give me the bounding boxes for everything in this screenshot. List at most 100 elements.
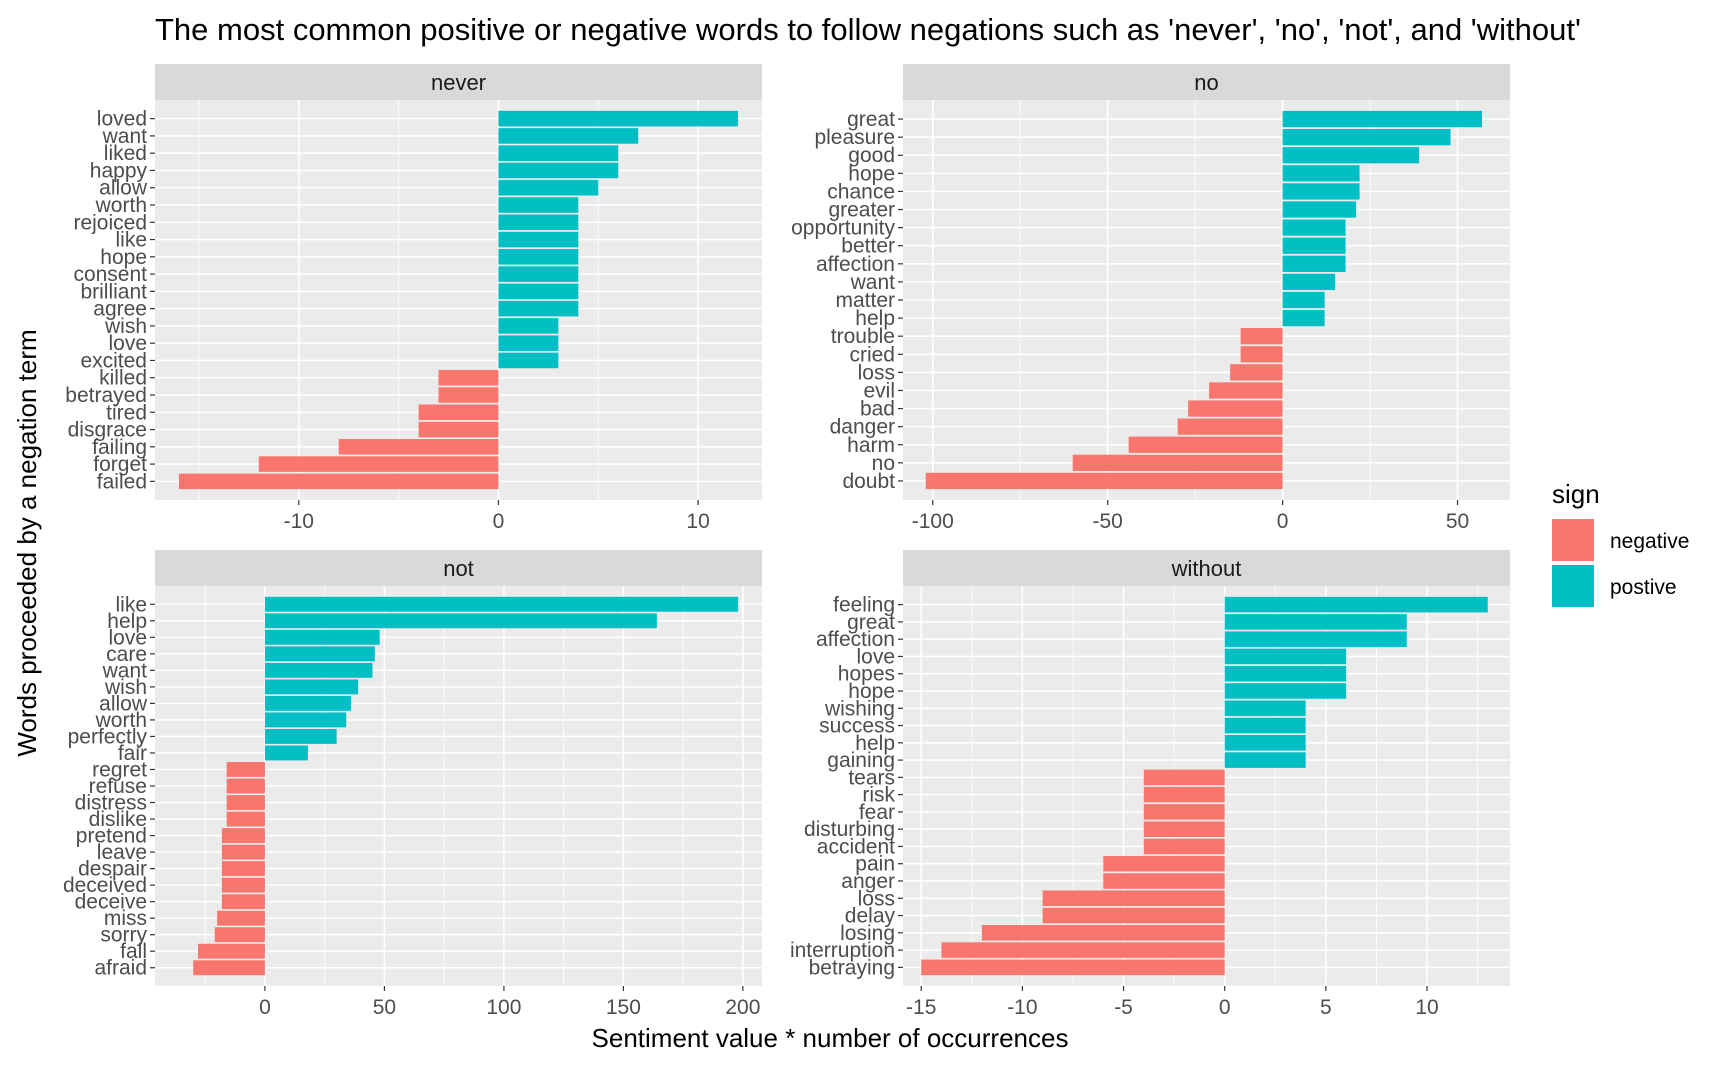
- bar-allow: [498, 179, 599, 196]
- x-tick-label: 10: [1415, 996, 1438, 1019]
- bar-afraid: [193, 960, 265, 976]
- category-label: losing: [840, 922, 895, 945]
- bar-worth: [498, 197, 579, 213]
- bar-cried: [1240, 346, 1283, 363]
- bar-happy: [498, 162, 619, 179]
- bar-accident: [1143, 838, 1225, 855]
- category-label: excited: [80, 349, 147, 372]
- facet-strip: [155, 64, 762, 100]
- category-label: help: [107, 610, 147, 633]
- bar-pain: [1103, 855, 1225, 872]
- bar-affection: [1224, 631, 1407, 647]
- bar-loss: [1042, 890, 1225, 907]
- category-label: no: [872, 452, 895, 475]
- bar-disgrace: [418, 421, 499, 438]
- category-label: cried: [849, 343, 895, 366]
- bar-allow: [264, 695, 351, 711]
- category-label: loss: [858, 361, 895, 384]
- category-label: affection: [816, 253, 895, 276]
- category-label: love: [108, 332, 147, 355]
- legend: sign negative postive: [1552, 479, 1689, 607]
- bar-interruption: [941, 942, 1225, 958]
- bar-agree: [498, 300, 579, 317]
- bar-like: [498, 231, 579, 248]
- category-label: rejoiced: [73, 211, 147, 234]
- bar-failed: [178, 473, 499, 490]
- legend-key-positive: [1552, 565, 1594, 607]
- facet-not: not likehelplovecarewantwishallowworthper…: [63, 550, 762, 1019]
- category-label: good: [848, 144, 895, 167]
- bar-evil: [1209, 382, 1283, 399]
- category-label: gaining: [827, 749, 895, 772]
- bar-liked: [498, 145, 619, 161]
- facet-no: no greatpleasuregoodhopechancegreateroppo…: [791, 64, 1510, 533]
- bar-trouble: [1240, 328, 1283, 345]
- x-tick-label: 0: [1219, 996, 1231, 1019]
- bar-wishing: [1224, 700, 1306, 717]
- legend-key-negative: [1552, 519, 1594, 561]
- category-label: failing: [92, 436, 147, 459]
- category-label: fear: [859, 801, 895, 824]
- bar-matter: [1282, 291, 1325, 309]
- category-label: want: [102, 125, 148, 148]
- bar-forget: [258, 456, 499, 472]
- chart-title: The most common positive or negative wor…: [155, 12, 1581, 47]
- category-label: hope: [848, 162, 895, 185]
- facet-strip: [155, 550, 762, 586]
- category-label: anger: [841, 870, 895, 893]
- category-label: betraying: [809, 956, 895, 979]
- category-label: opportunity: [791, 217, 895, 240]
- category-label: hopes: [838, 663, 895, 686]
- facet-strip: [903, 64, 1510, 100]
- bar-delay: [1042, 907, 1225, 924]
- category-label: distress: [75, 792, 147, 815]
- y-axis-title: Words proceeded by a negation term: [12, 329, 42, 756]
- bar-excited: [498, 352, 559, 369]
- x-tick-label: 5: [1320, 996, 1332, 1019]
- bar-great: [1224, 614, 1407, 630]
- bar-better: [1282, 237, 1346, 254]
- bar-hopes: [1224, 665, 1347, 682]
- bar-wish: [264, 679, 359, 695]
- category-label: bad: [860, 398, 895, 421]
- bar-fall: [198, 943, 265, 959]
- category-label: like: [115, 593, 147, 616]
- category-label: despair: [78, 858, 147, 881]
- category-label: deceived: [63, 874, 147, 897]
- category-label: trouble: [831, 325, 895, 348]
- bar-dislike: [226, 811, 265, 827]
- facet-panels: neverlovedwantlikedhappyallowworthrejoic…: [63, 64, 1510, 1019]
- x-tick-label: 150: [606, 996, 641, 1019]
- category-label: danger: [830, 416, 895, 439]
- bar-want: [498, 128, 639, 144]
- bar-brilliant: [498, 283, 579, 300]
- category-label: wish: [104, 676, 147, 699]
- bar-feeling: [1224, 596, 1488, 613]
- bar-gaining: [1224, 752, 1306, 768]
- x-tick-label: -50: [1092, 510, 1122, 533]
- bar-no: [1072, 454, 1283, 471]
- bar-chance: [1282, 183, 1360, 200]
- bar-betraying: [921, 959, 1225, 976]
- bar-danger: [1177, 418, 1283, 435]
- x-tick-label: -100: [912, 510, 954, 533]
- category-label: fair: [118, 742, 147, 765]
- x-tick-label: 10: [686, 510, 709, 533]
- bar-affection: [1282, 255, 1346, 272]
- bar-good: [1282, 147, 1420, 164]
- category-label: perfectly: [68, 725, 148, 748]
- bar-tears: [1143, 769, 1225, 786]
- category-label: feeling: [833, 594, 895, 617]
- bar-perfectly: [264, 729, 337, 744]
- category-label: betrayed: [65, 384, 147, 407]
- category-label: allow: [99, 177, 148, 200]
- facet-strip-label: never: [431, 70, 486, 95]
- category-label: loved: [97, 108, 147, 131]
- category-label: forget: [93, 453, 147, 476]
- bar-harm: [1128, 436, 1283, 453]
- x-tick-label: 50: [373, 996, 396, 1019]
- category-label: regret: [92, 758, 147, 781]
- category-label: doubt: [842, 470, 895, 493]
- bar-love: [1224, 648, 1347, 665]
- legend-title: sign: [1552, 479, 1600, 509]
